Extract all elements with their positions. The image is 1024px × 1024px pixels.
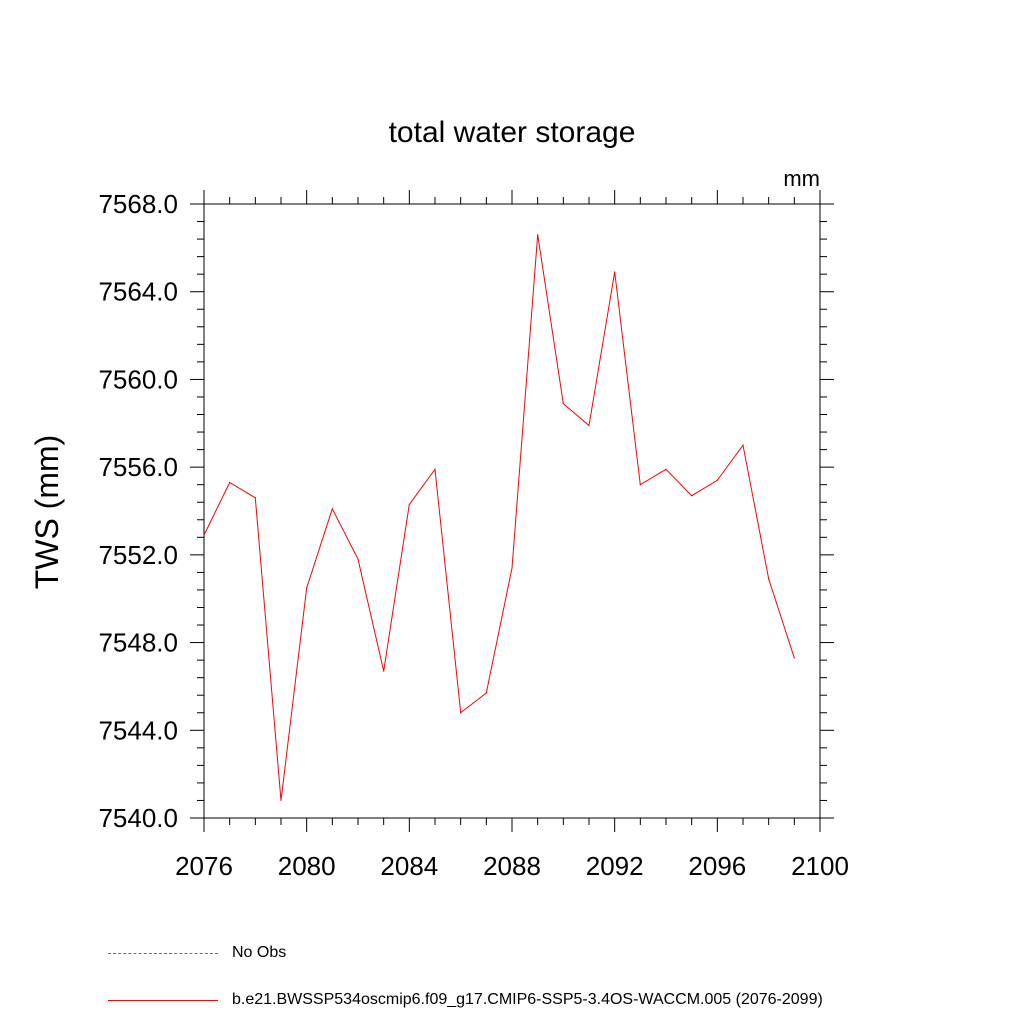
data-point	[306, 587, 308, 589]
data-point	[434, 468, 436, 470]
x-tick-label: 2100	[791, 851, 849, 881]
series-layer	[203, 234, 795, 802]
data-point	[639, 484, 641, 486]
data-point	[537, 234, 539, 236]
data-point	[588, 424, 590, 427]
series-line	[203, 234, 795, 801]
x-tick-label: 2096	[688, 851, 746, 881]
data-point	[793, 657, 795, 659]
data-point	[614, 271, 616, 273]
data-point	[331, 508, 333, 510]
x-tick-label: 2084	[380, 851, 438, 881]
data-point	[254, 497, 256, 499]
y-axis-label: TWS (mm)	[29, 435, 65, 590]
legend-label-model: b.e21.BWSSP534oscmip6.f09_g17.CMIP6-SSP5…	[232, 991, 823, 1008]
data-point	[716, 479, 718, 481]
legend-swatch-dashed	[108, 952, 218, 954]
chart-title: total water storage	[389, 116, 636, 149]
y-tick-label: 7544.0	[98, 715, 178, 745]
y-tick-label: 7560.0	[98, 364, 178, 394]
data-point	[408, 503, 410, 506]
x-tick-label: 2080	[278, 851, 336, 881]
y-tick-label: 7540.0	[98, 803, 178, 833]
y-tick-label: 7556.0	[98, 452, 178, 482]
legend-swatch-solid	[108, 999, 218, 1001]
data-point	[485, 692, 487, 694]
axis-ticks: 2076 2080 2084 2088 2092 2096 2100 7540.0 7544.0…	[98, 189, 848, 881]
data-point	[768, 578, 770, 580]
data-point	[742, 444, 744, 446]
y-tick-label: 7552.0	[98, 540, 178, 570]
y-tick-label: 7548.0	[98, 628, 178, 658]
plot-frame	[203, 203, 821, 819]
data-point	[357, 558, 359, 560]
data-point	[511, 567, 513, 569]
data-point	[665, 468, 667, 470]
data-point	[203, 534, 205, 536]
x-tick-label: 2088	[483, 851, 541, 881]
data-point	[562, 402, 564, 405]
data-point	[229, 481, 231, 484]
data-point	[691, 495, 693, 497]
x-tick-label: 2092	[586, 851, 644, 881]
x-tick-label: 2076	[175, 851, 233, 881]
data-point	[280, 799, 282, 802]
units-label: mm	[783, 166, 820, 191]
data-point	[460, 712, 462, 714]
y-tick-label: 7564.0	[98, 277, 178, 307]
data-point	[383, 670, 385, 672]
legend-label-no-obs: No Obs	[232, 944, 287, 961]
legend-item-no-obs: No Obs	[108, 943, 286, 963]
y-tick-label: 7568.0	[98, 189, 178, 219]
legend-item-model: b.e21.BWSSP534oscmip6.f09_g17.CMIP6-SSP5…	[108, 990, 823, 1010]
